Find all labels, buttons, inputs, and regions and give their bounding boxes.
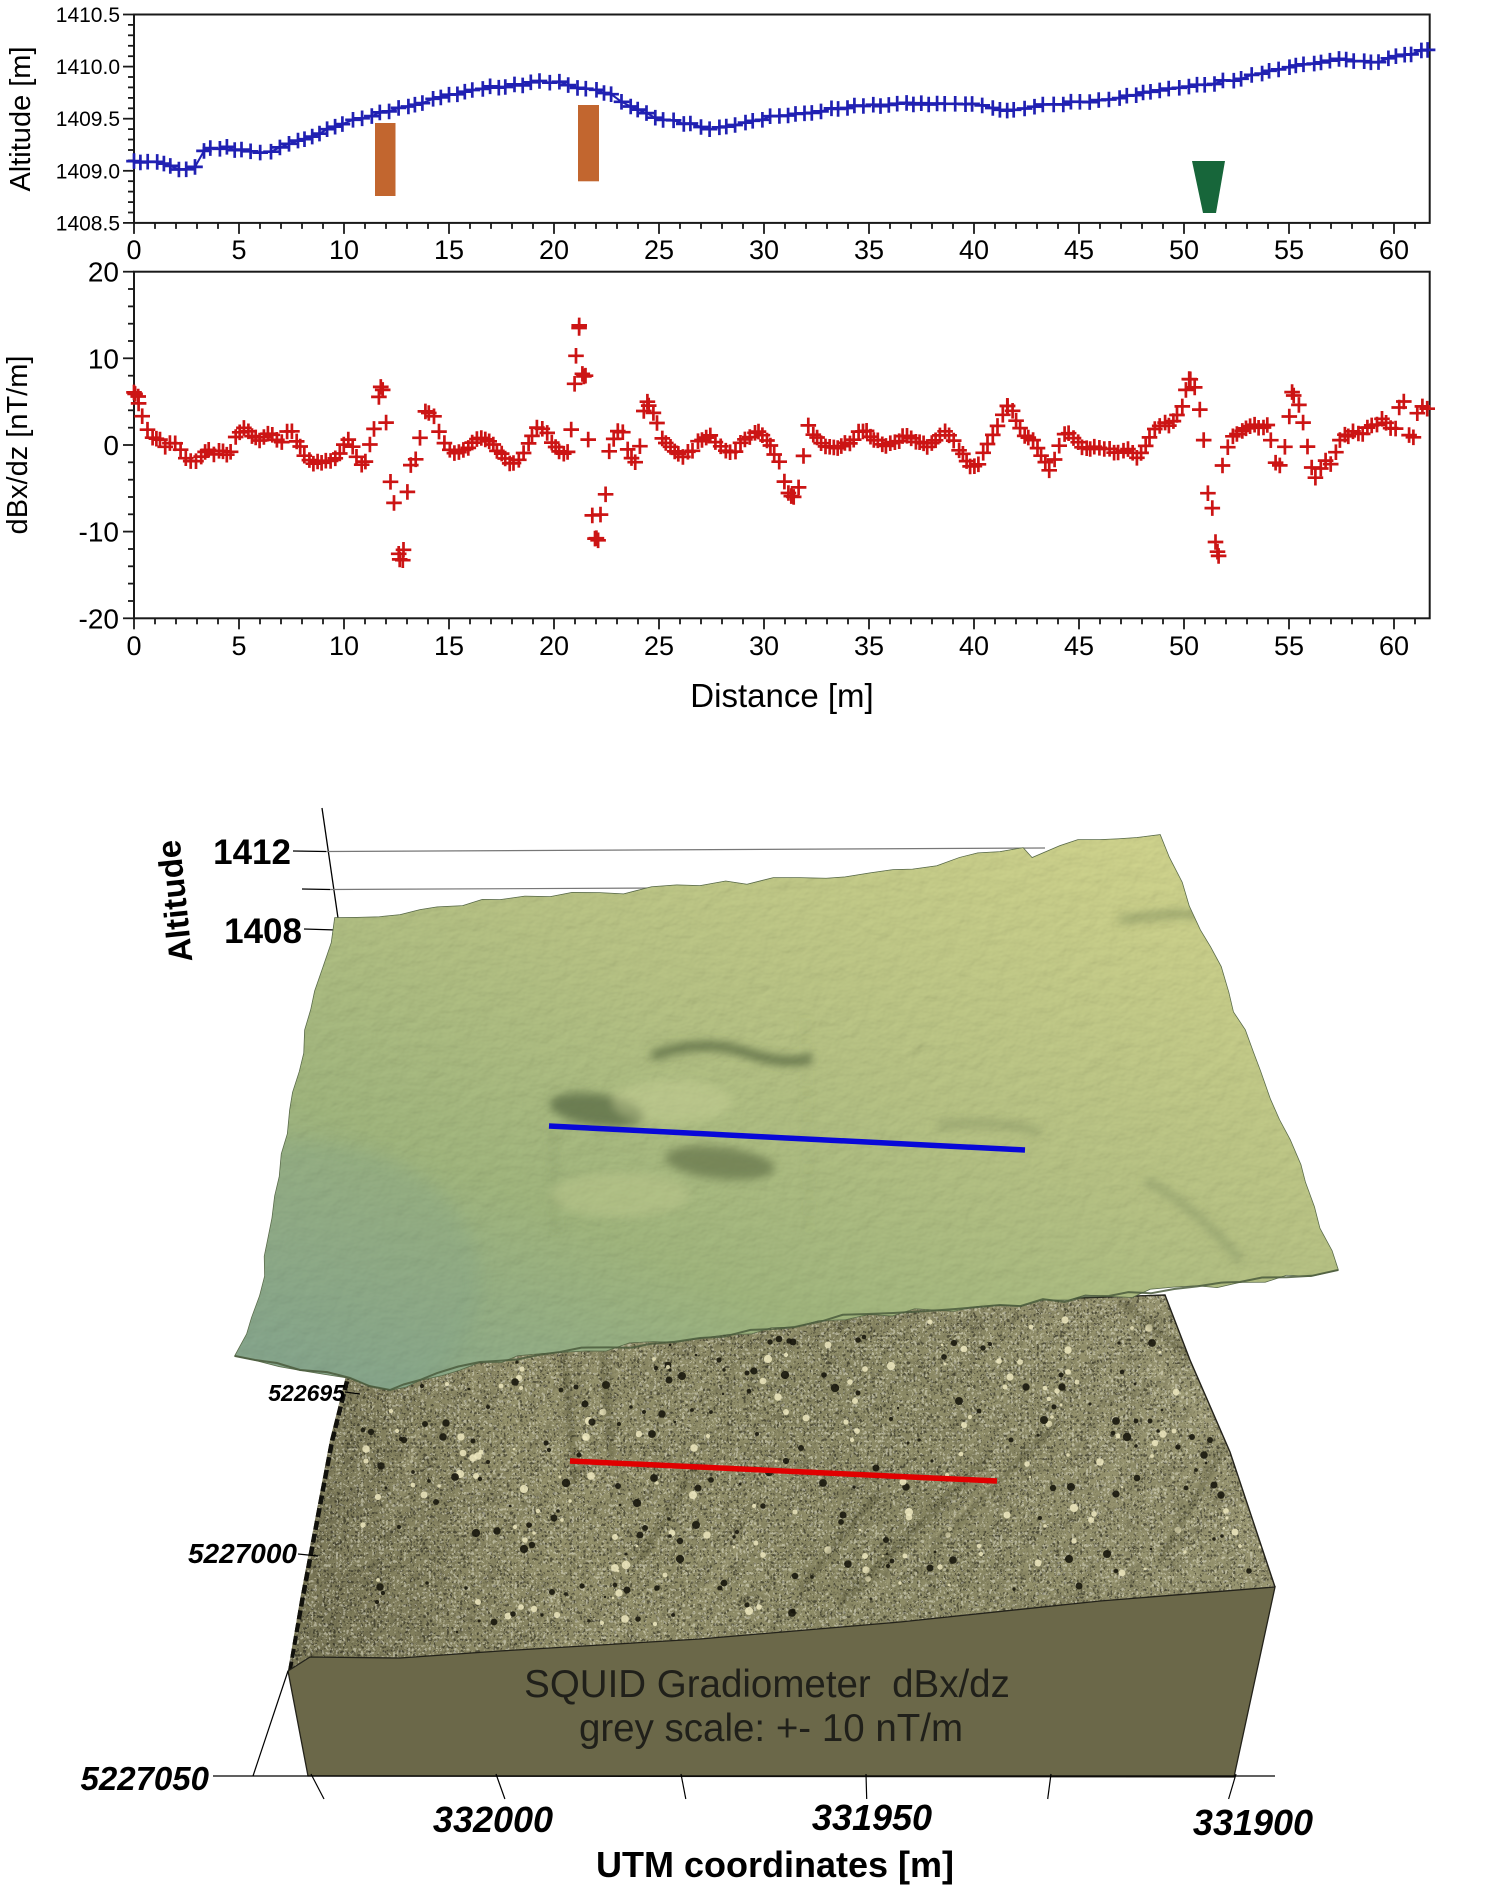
svg-text:15: 15 bbox=[434, 235, 464, 265]
svg-text:20: 20 bbox=[539, 235, 569, 265]
svg-text:1408: 1408 bbox=[224, 912, 302, 951]
svg-text:5227000: 5227000 bbox=[188, 1538, 297, 1569]
svg-text:10: 10 bbox=[329, 235, 359, 265]
svg-text:55: 55 bbox=[1274, 235, 1304, 265]
svg-text:55: 55 bbox=[1274, 631, 1304, 661]
svg-text:45: 45 bbox=[1064, 631, 1094, 661]
svg-text:522695: 522695 bbox=[268, 1380, 346, 1406]
svg-text:UTM coordinates [m]: UTM coordinates [m] bbox=[596, 1844, 954, 1885]
svg-text:40: 40 bbox=[959, 235, 989, 265]
svg-text:0: 0 bbox=[126, 631, 141, 661]
svg-text:1409.5: 1409.5 bbox=[56, 108, 120, 131]
svg-text:Distance [m]: Distance [m] bbox=[690, 677, 873, 714]
svg-text:50: 50 bbox=[1169, 235, 1199, 265]
svg-text:50: 50 bbox=[1169, 631, 1199, 661]
svg-text:-20: -20 bbox=[79, 603, 119, 634]
svg-text:-10: -10 bbox=[79, 517, 119, 548]
svg-text:5: 5 bbox=[231, 631, 246, 661]
svg-text:10: 10 bbox=[329, 631, 359, 661]
svg-text:60: 60 bbox=[1379, 235, 1409, 265]
svg-text:Altitude [m]: Altitude [m] bbox=[5, 46, 37, 191]
svg-text:25: 25 bbox=[644, 235, 674, 265]
svg-text:10: 10 bbox=[88, 343, 119, 374]
svg-text:332000: 332000 bbox=[433, 1799, 553, 1840]
svg-text:40: 40 bbox=[959, 631, 989, 661]
svg-text:1410.0: 1410.0 bbox=[56, 56, 120, 79]
svg-text:25: 25 bbox=[644, 631, 674, 661]
svg-text:35: 35 bbox=[854, 235, 884, 265]
svg-text:20: 20 bbox=[88, 257, 119, 288]
svg-text:30: 30 bbox=[749, 631, 779, 661]
svg-text:1408.5: 1408.5 bbox=[56, 212, 120, 235]
svg-text:1412: 1412 bbox=[213, 833, 291, 872]
svg-text:331900: 331900 bbox=[1193, 1802, 1313, 1843]
svg-text:SQUID Gradiometer dBx/dz: SQUID Gradiometer dBx/dz bbox=[524, 1663, 1010, 1706]
svg-text:15: 15 bbox=[434, 631, 464, 661]
svg-text:20: 20 bbox=[539, 631, 569, 661]
svg-text:331950: 331950 bbox=[812, 1797, 932, 1838]
svg-text:5227050: 5227050 bbox=[81, 1760, 210, 1797]
svg-text:0: 0 bbox=[126, 235, 141, 265]
svg-text:35: 35 bbox=[854, 631, 884, 661]
svg-text:5: 5 bbox=[231, 235, 246, 265]
svg-text:30: 30 bbox=[749, 235, 779, 265]
svg-text:grey scale: +- 10 nT/m: grey scale: +- 10 nT/m bbox=[579, 1707, 963, 1750]
svg-text:0: 0 bbox=[103, 430, 119, 461]
svg-text:60: 60 bbox=[1379, 631, 1409, 661]
svg-text:1409.0: 1409.0 bbox=[56, 160, 120, 183]
svg-text:45: 45 bbox=[1064, 235, 1094, 265]
svg-text:1410.5: 1410.5 bbox=[56, 4, 120, 27]
svg-text:dBx/dz [nT/m]: dBx/dz [nT/m] bbox=[2, 356, 34, 535]
